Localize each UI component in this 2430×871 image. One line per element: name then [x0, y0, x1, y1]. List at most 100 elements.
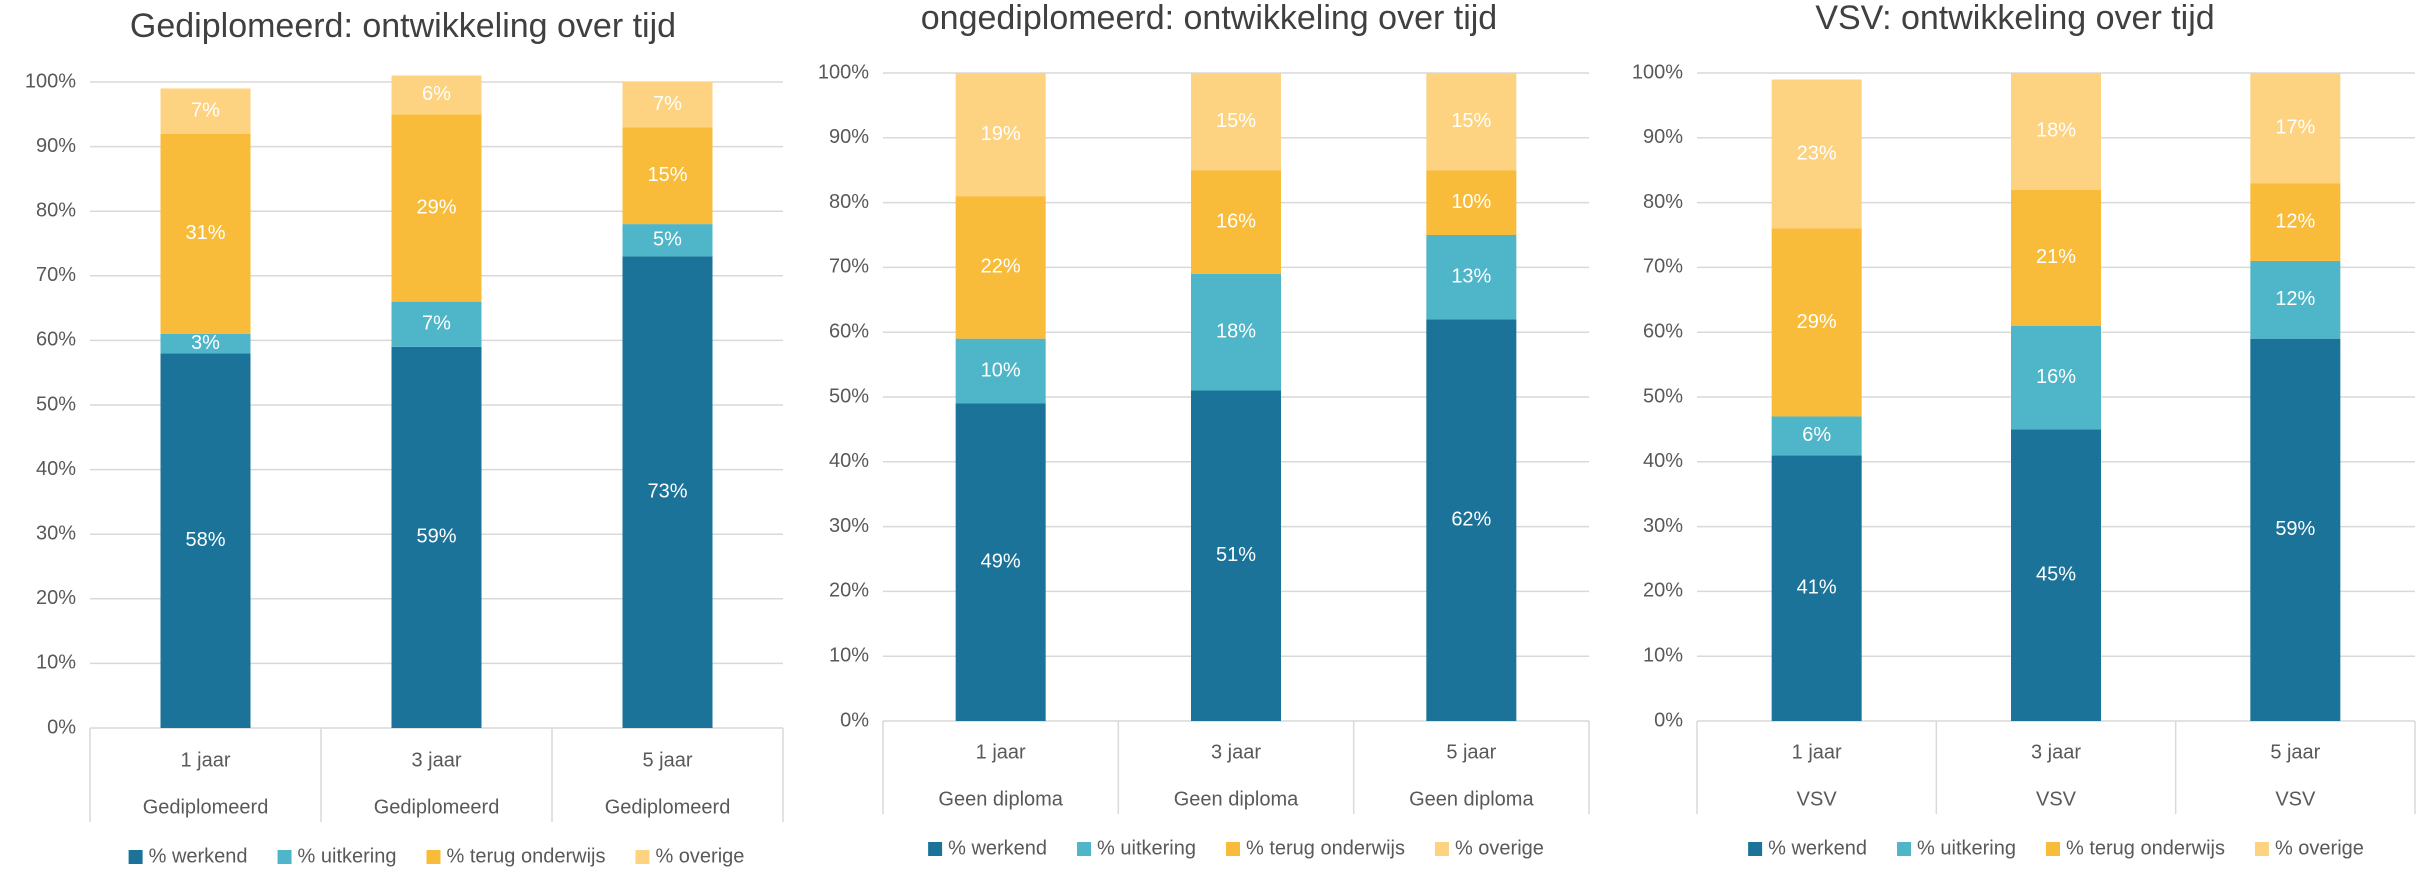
bar-segment [955, 338, 1046, 404]
data-label: 12% [2275, 210, 2315, 232]
legend-label: % overige [2275, 837, 2364, 859]
x-group-label: Geen diploma [938, 788, 1063, 810]
y-tick-label: 70% [36, 264, 76, 286]
y-tick-label: 50% [36, 393, 76, 415]
bar-segment [160, 133, 251, 334]
y-tick-label: 20% [1643, 580, 1683, 602]
bar-segment [1191, 73, 1281, 171]
y-tick-label: 30% [36, 522, 76, 544]
bar-segment [1426, 319, 1517, 721]
bar-segment [1771, 228, 1862, 417]
bar-segment [2011, 73, 2101, 190]
legend-swatch [1897, 842, 1912, 856]
data-label: 41% [1797, 576, 1837, 598]
y-tick-label: 90% [1643, 126, 1683, 148]
data-label: 5% [653, 229, 682, 251]
data-label: 23% [1797, 142, 1837, 164]
legend-label: % uitkering [1917, 837, 2016, 859]
x-group-label: VSV [2275, 788, 2316, 810]
data-label: 59% [416, 526, 456, 548]
bar-segment [391, 114, 482, 302]
data-label: 13% [1451, 265, 1491, 287]
bar-segment [955, 73, 1046, 197]
bar-segment [391, 346, 482, 728]
data-label: 15% [1451, 110, 1491, 132]
y-tick-label: 50% [829, 385, 869, 407]
x-tick-label: 3 jaar [2031, 741, 2081, 763]
data-label: 18% [2036, 120, 2076, 142]
legend-swatch [1225, 842, 1240, 856]
x-tick-label: 1 jaar [1792, 741, 1842, 763]
x-group-label: VSV [2036, 788, 2077, 810]
data-label: 21% [2036, 246, 2076, 268]
x-group-label: VSV [1797, 788, 1838, 810]
data-label: 3% [191, 332, 220, 354]
bar-segment [391, 75, 482, 115]
legend-label: % terug onderwijs [2066, 837, 2225, 859]
x-group-label: Geen diploma [1409, 788, 1534, 810]
bar-segment [2011, 189, 2101, 326]
chart-title: ongediplomeerd: ontwikkeling over tijd [921, 0, 1497, 37]
y-tick-label: 80% [829, 191, 869, 213]
data-label: 15% [647, 164, 687, 186]
legend-swatch [1434, 842, 1449, 856]
x-group-label: Gediplomeerd [374, 796, 500, 818]
data-label: 59% [2275, 518, 2315, 540]
legend: % werkend % uitkering % terug onderwijs % o… [1748, 837, 2364, 859]
data-label: 6% [422, 83, 451, 105]
chart-title: Gediplomeerd: ontwikkeling over tijd [130, 7, 676, 45]
legend-label: % terug onderwijs [446, 845, 605, 867]
chart-title: VSV: ontwikkeling over tijd [1815, 0, 2214, 37]
data-label: 7% [191, 99, 220, 121]
y-tick-label: 100% [25, 70, 76, 92]
bar-segment [2250, 183, 2341, 261]
legend-label: % uitkering [298, 845, 397, 867]
bar-segment [391, 301, 482, 347]
legend-label: % terug onderwijs [1246, 837, 1405, 859]
data-label: 16% [1216, 210, 1256, 232]
data-label: 19% [981, 123, 1021, 145]
y-tick-label: 40% [829, 450, 869, 472]
data-label: 62% [1451, 508, 1491, 530]
y-tick-label: 50% [1643, 385, 1683, 407]
x-group-label: Gediplomeerd [605, 796, 731, 818]
bar-segment [2250, 338, 2341, 721]
data-label: 15% [1216, 110, 1256, 132]
data-label: 7% [422, 313, 451, 335]
data-label: 49% [981, 551, 1021, 573]
data-label: 29% [416, 196, 456, 218]
bar-segment [1191, 273, 1281, 391]
data-label: 51% [1216, 544, 1256, 566]
legend-swatch [2045, 842, 2060, 856]
bar-segment [1191, 170, 1281, 274]
data-label: 10% [981, 359, 1021, 381]
bar-segment [622, 256, 713, 728]
y-tick-label: 60% [1643, 320, 1683, 342]
x-group-label: Gediplomeerd [143, 796, 269, 818]
bar-segment [160, 333, 251, 354]
data-label: 31% [185, 222, 225, 244]
bar-segment [2250, 73, 2341, 184]
bar-segment [1426, 170, 1517, 235]
bar-segment [1771, 79, 1862, 229]
data-label: 22% [981, 256, 1021, 278]
legend: % werkend % uitkering % terug onderwijs % o… [928, 837, 1544, 859]
y-tick-label: 40% [1643, 450, 1683, 472]
data-label: 73% [647, 480, 687, 502]
y-tick-label: 60% [829, 320, 869, 342]
y-tick-label: 100% [1632, 61, 1683, 83]
y-tick-label: 0% [1654, 709, 1683, 731]
legend-label: % werkend [1768, 837, 1867, 859]
y-tick-label: 90% [36, 135, 76, 157]
bar-segment [955, 196, 1046, 339]
bar-segment [622, 224, 713, 257]
data-label: 7% [653, 93, 682, 115]
bar-segment [160, 88, 251, 134]
y-tick-label: 10% [829, 644, 869, 666]
bar-segment [2250, 260, 2341, 339]
x-tick-label: 1 jaar [180, 749, 230, 771]
data-label: 58% [185, 529, 225, 551]
data-label: 10% [1451, 191, 1491, 213]
bar-segment [1771, 455, 1862, 721]
data-label: 29% [1797, 311, 1837, 333]
